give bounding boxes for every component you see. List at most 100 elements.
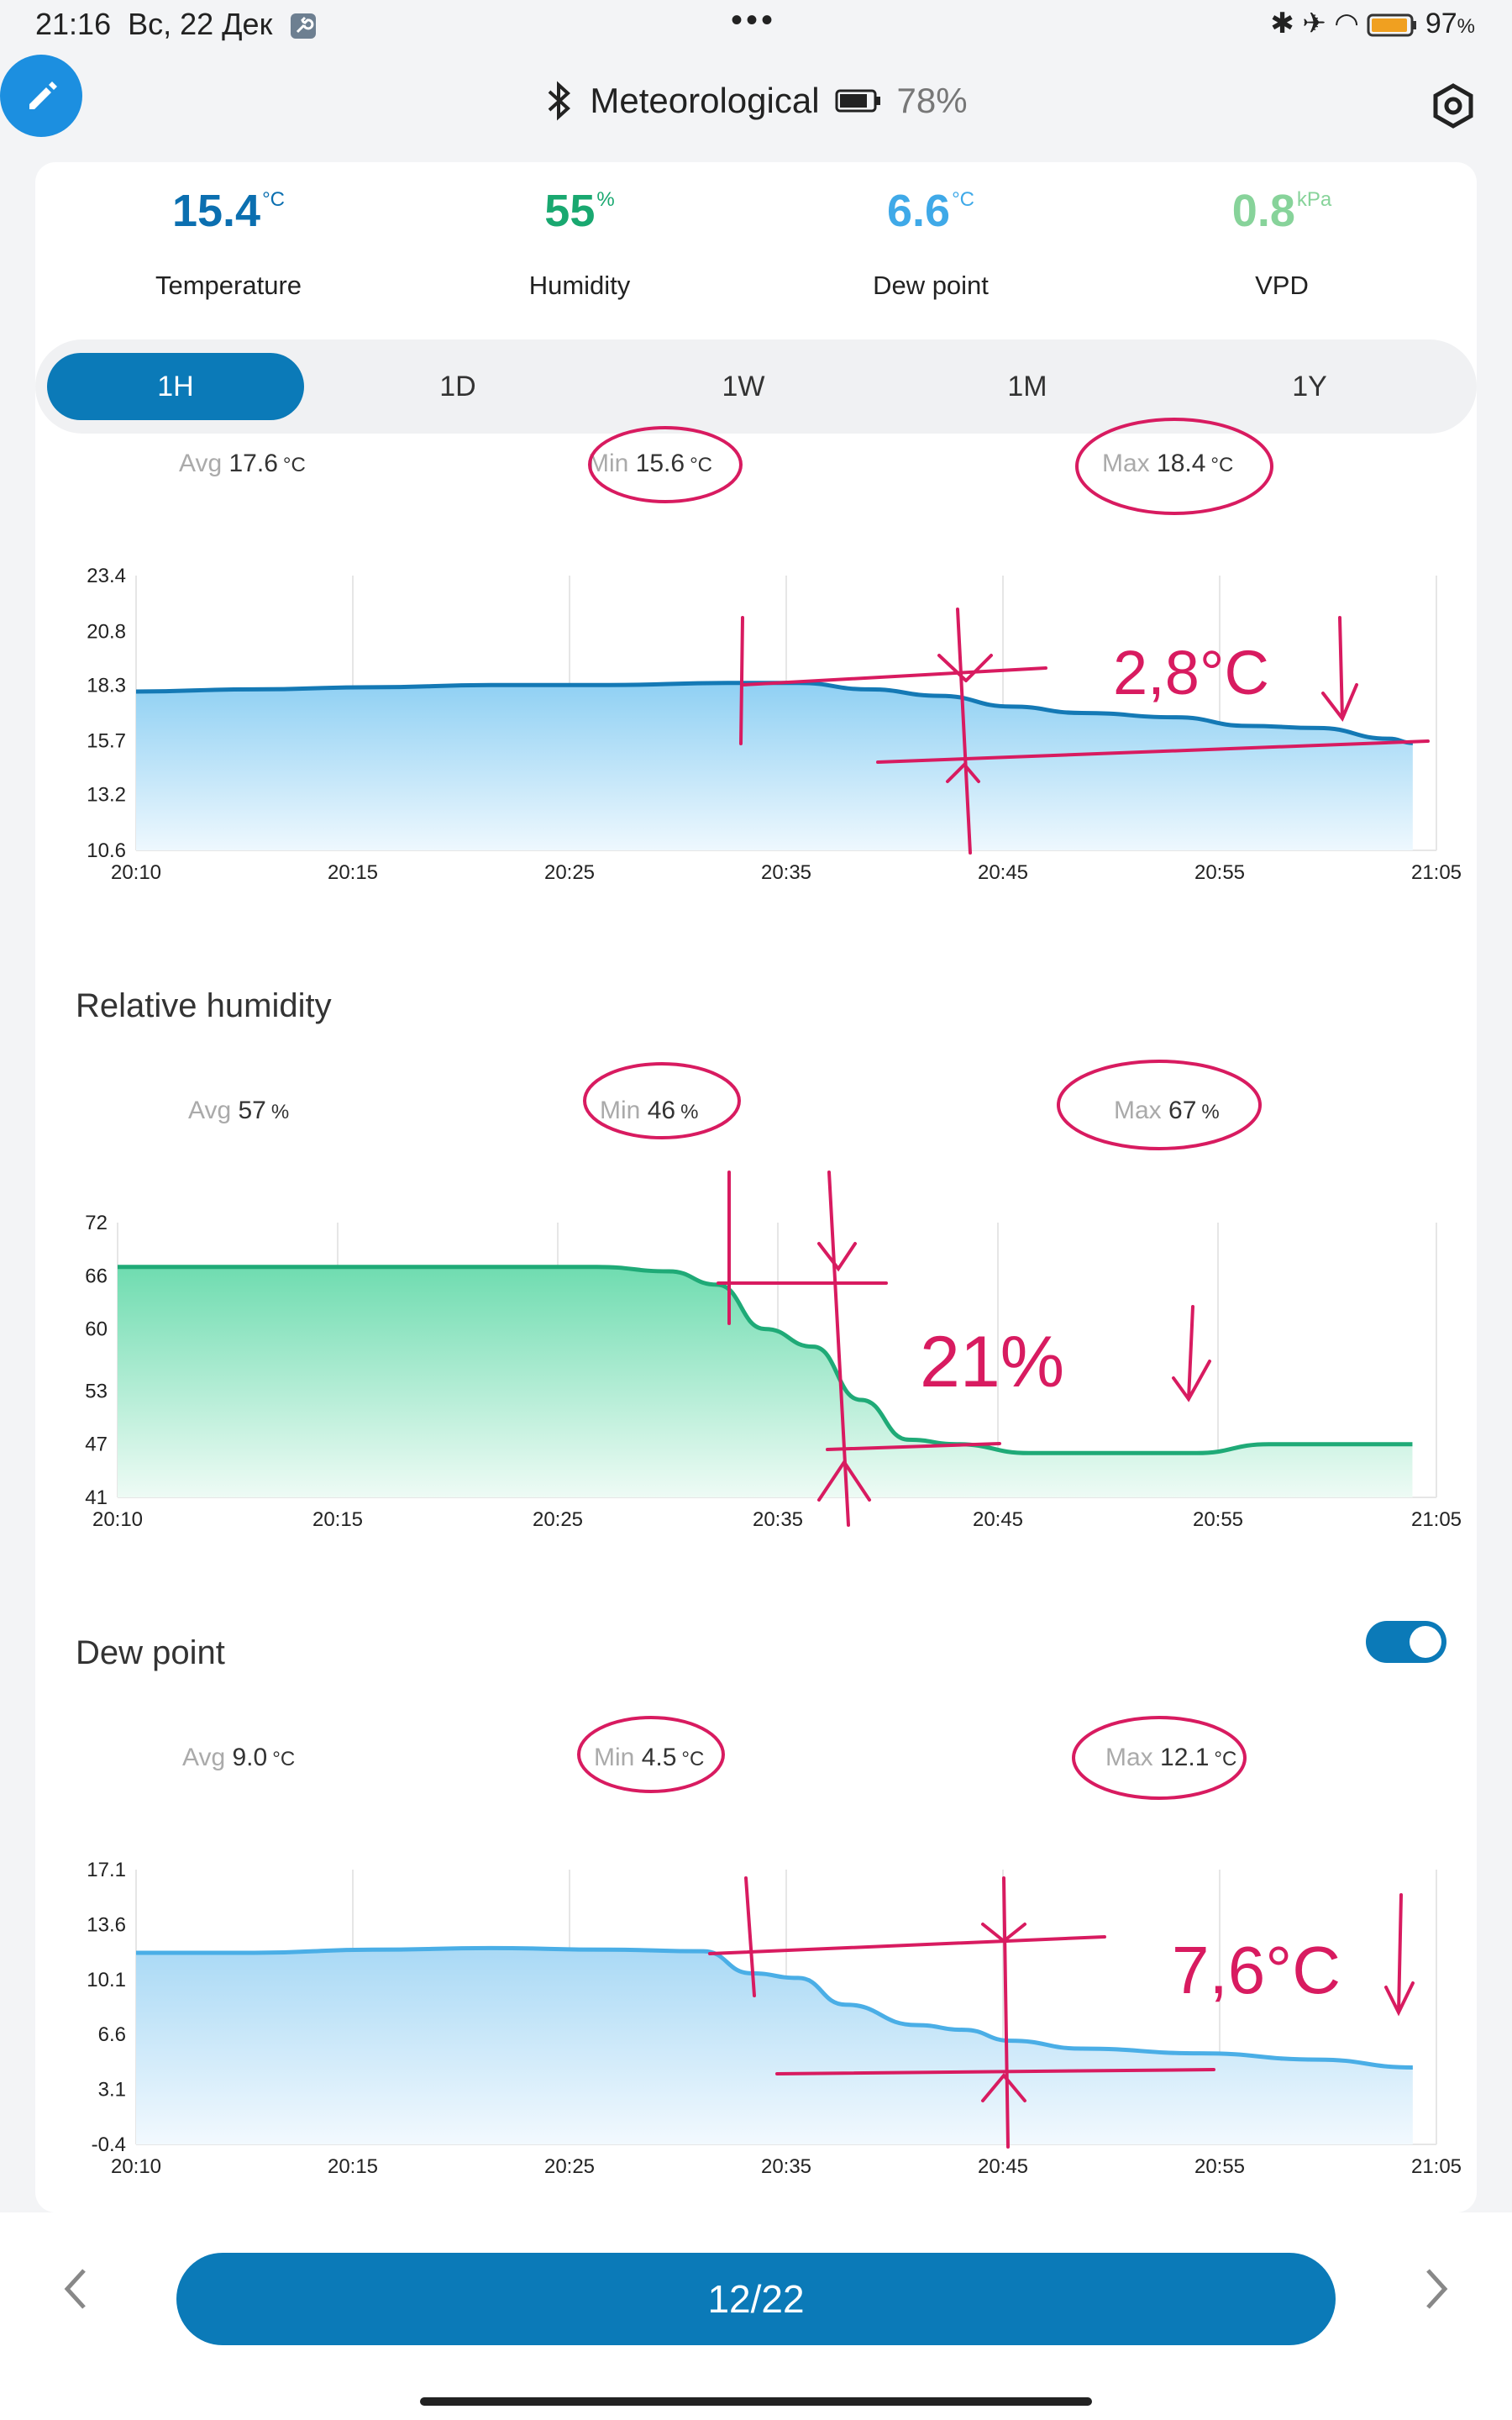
battery-icon — [1367, 13, 1417, 37]
temp-min: Min 15.6 °C — [588, 450, 713, 477]
more-indicator: ••• — [731, 2, 777, 39]
prev-button[interactable] — [59, 2260, 92, 2328]
metric-humidity: 55% Humidity — [454, 185, 706, 301]
temp-y-tick-label: 15.7 — [87, 730, 126, 753]
dew-x-tick-label: 20:55 — [1194, 2155, 1245, 2178]
settings-button[interactable] — [1428, 81, 1478, 131]
device-battery-icon — [835, 89, 880, 113]
temp-area-fill — [136, 682, 1413, 850]
temp-x-tick-label: 20:25 — [544, 861, 595, 884]
status-icons: ✱ ✈ ◠ 97% — [1270, 7, 1475, 40]
hum-x-tick-label: 20:15 — [312, 1508, 363, 1531]
dew-x-tick-label: 20:25 — [544, 2155, 595, 2178]
metric-label: Dew point — [873, 271, 989, 300]
dewpoint-handwritten-annotation: 7,6°C — [577, 1716, 1415, 2149]
humidity-chart: 41 47 53 60 66 72 20:10 20:15 20:25 20:35 20:45 20:… — [85, 1212, 1462, 1531]
hum-y-tick-label: 47 — [85, 1434, 108, 1456]
temp-handwritten-annotation: 2,8°C — [588, 418, 1430, 855]
tab-1w[interactable]: 1W — [722, 371, 765, 402]
humidity-handwritten-annotation: 21% — [583, 1060, 1262, 1527]
dew-series-line — [136, 1945, 1413, 2070]
hum-y-tick-label: 53 — [85, 1380, 108, 1402]
device-title: Meteorological — [590, 81, 820, 120]
temp-max: Max 18.4 °C — [1102, 450, 1234, 477]
dew-x-tick-label: 20:35 — [761, 2155, 811, 2178]
status-bar: 21:16 Вс, 22 Дек ••• ✱ ✈ ◠ 97% — [0, 0, 1512, 50]
hum-x-tick-label: 20:35 — [753, 1508, 803, 1531]
temp-y-tick-label: 13.2 — [87, 784, 126, 807]
temp-x-tick-label: 20:35 — [761, 861, 811, 884]
temp-avg: Avg 17.6 °C — [179, 450, 306, 477]
dew-x-tick-label: 20:10 — [111, 2155, 161, 2178]
dewpoint-chart: -0.4 3.1 6.6 10.1 13.6 17.1 20:10 20:15 20:25 20:… — [87, 1859, 1462, 2178]
dew-x-tick-label: 20:45 — [978, 2155, 1028, 2178]
temp-y-tick-label: 20.8 — [87, 620, 126, 643]
dewpoint-toggle[interactable] — [1366, 1621, 1446, 1663]
tab-1y[interactable]: 1Y — [1292, 371, 1327, 402]
dew-y-tick-label: -0.4 — [92, 2133, 126, 2156]
charts-layer: 10.6 13.2 15.7 18.3 20.8 23.4 20:10 20:15 20:25 2… — [85, 418, 1462, 2178]
battery-percent: 97% — [1425, 8, 1475, 39]
dew-y-tick-label: 13.6 — [87, 1913, 126, 1936]
temp-y-tick-label: 10.6 — [87, 839, 126, 862]
hum-min: Min 46% — [600, 1097, 699, 1124]
page-indicator-button[interactable]: 12/22 — [176, 2253, 1336, 2345]
wrench-icon — [291, 13, 317, 39]
temp-x-tick-label: 20:45 — [978, 861, 1028, 884]
hum-area-fill — [118, 1266, 1413, 1497]
humidity-title: Relative humidity — [76, 987, 332, 1024]
toggle-knob — [1410, 1626, 1441, 1658]
dew-y-tick-label: 17.1 — [87, 1859, 126, 1881]
dew-y-tick-label: 6.6 — [98, 2023, 126, 2046]
temp-x-tick-label: 20:55 — [1194, 861, 1245, 884]
dew-max: Max 12.1 °C — [1105, 1744, 1237, 1771]
hum-y-tick-label: 66 — [85, 1265, 108, 1287]
dew-area-fill — [136, 1948, 1413, 2144]
temp-x-tick-label: 20:15 — [328, 861, 378, 884]
hum-y-tick-label: 41 — [85, 1486, 108, 1509]
wifi-icon: ◠ — [1334, 8, 1359, 39]
hum-x-tick-label: 21:05 — [1411, 1508, 1462, 1531]
chevron-right-icon — [1426, 2269, 1448, 2309]
tab-1d[interactable]: 1D — [439, 371, 476, 402]
hum-y-tick-label: 72 — [85, 1212, 108, 1234]
metric-temperature: 15.4°C Temperature — [102, 185, 354, 301]
edit-button[interactable] — [0, 55, 82, 137]
airplane-icon: ✈ — [1302, 8, 1326, 39]
humidity-annotation-text: 21% — [920, 1322, 1064, 1402]
hum-x-tick-label: 20:55 — [1193, 1508, 1243, 1531]
hum-x-tick-label: 20:25 — [533, 1508, 583, 1531]
dewpoint-title: Dew point — [76, 1634, 225, 1671]
metric-label: Humidity — [528, 271, 631, 300]
hum-x-tick-label: 20:45 — [973, 1508, 1023, 1531]
dew-x-tick-label: 21:05 — [1411, 2155, 1462, 2178]
next-button[interactable] — [1420, 2260, 1453, 2328]
settings-hex-icon — [1433, 83, 1473, 129]
pencil-icon — [29, 82, 57, 109]
temp-annotation-text: 2,8°C — [1113, 638, 1269, 708]
dew-avg: Avg 9.0 °C — [182, 1744, 296, 1771]
temperature-chart: 10.6 13.2 15.7 18.3 20.8 23.4 20:10 20:15 20:25 2… — [87, 565, 1462, 884]
metric-vpd: 0.8kPa VPD — [1156, 185, 1408, 301]
tab-1m[interactable]: 1M — [1007, 371, 1047, 402]
temp-x-tick-label: 20:10 — [111, 861, 161, 884]
tab-1h[interactable]: 1H — [47, 353, 304, 420]
dewpoint-annotation-text: 7,6°C — [1172, 1933, 1341, 2007]
dew-y-tick-label: 10.1 — [87, 1969, 126, 1991]
home-indicator — [420, 2397, 1092, 2406]
metric-label: VPD — [1255, 271, 1309, 300]
temp-x-tick-label: 21:05 — [1411, 861, 1462, 884]
metric-dew-point: 6.6°C Dew point — [805, 185, 1057, 301]
temp-y-tick-label: 18.3 — [87, 674, 126, 697]
metric-label: Temperature — [155, 271, 302, 300]
hum-x-tick-label: 20:10 — [92, 1508, 143, 1531]
bluetooth-icon — [549, 81, 571, 121]
status-time: 21:16 Вс, 22 Дек — [35, 7, 318, 42]
hum-avg: Avg 57% — [188, 1097, 290, 1124]
device-header: Meteorological 78% — [0, 76, 1512, 126]
temp-y-tick-label: 23.4 — [87, 565, 126, 587]
device-battery-level: 78% — [896, 81, 968, 120]
dew-y-tick-label: 3.1 — [98, 2079, 126, 2102]
chevron-left-icon — [64, 2269, 86, 2309]
dew-min: Min 4.5 °C — [594, 1744, 705, 1771]
